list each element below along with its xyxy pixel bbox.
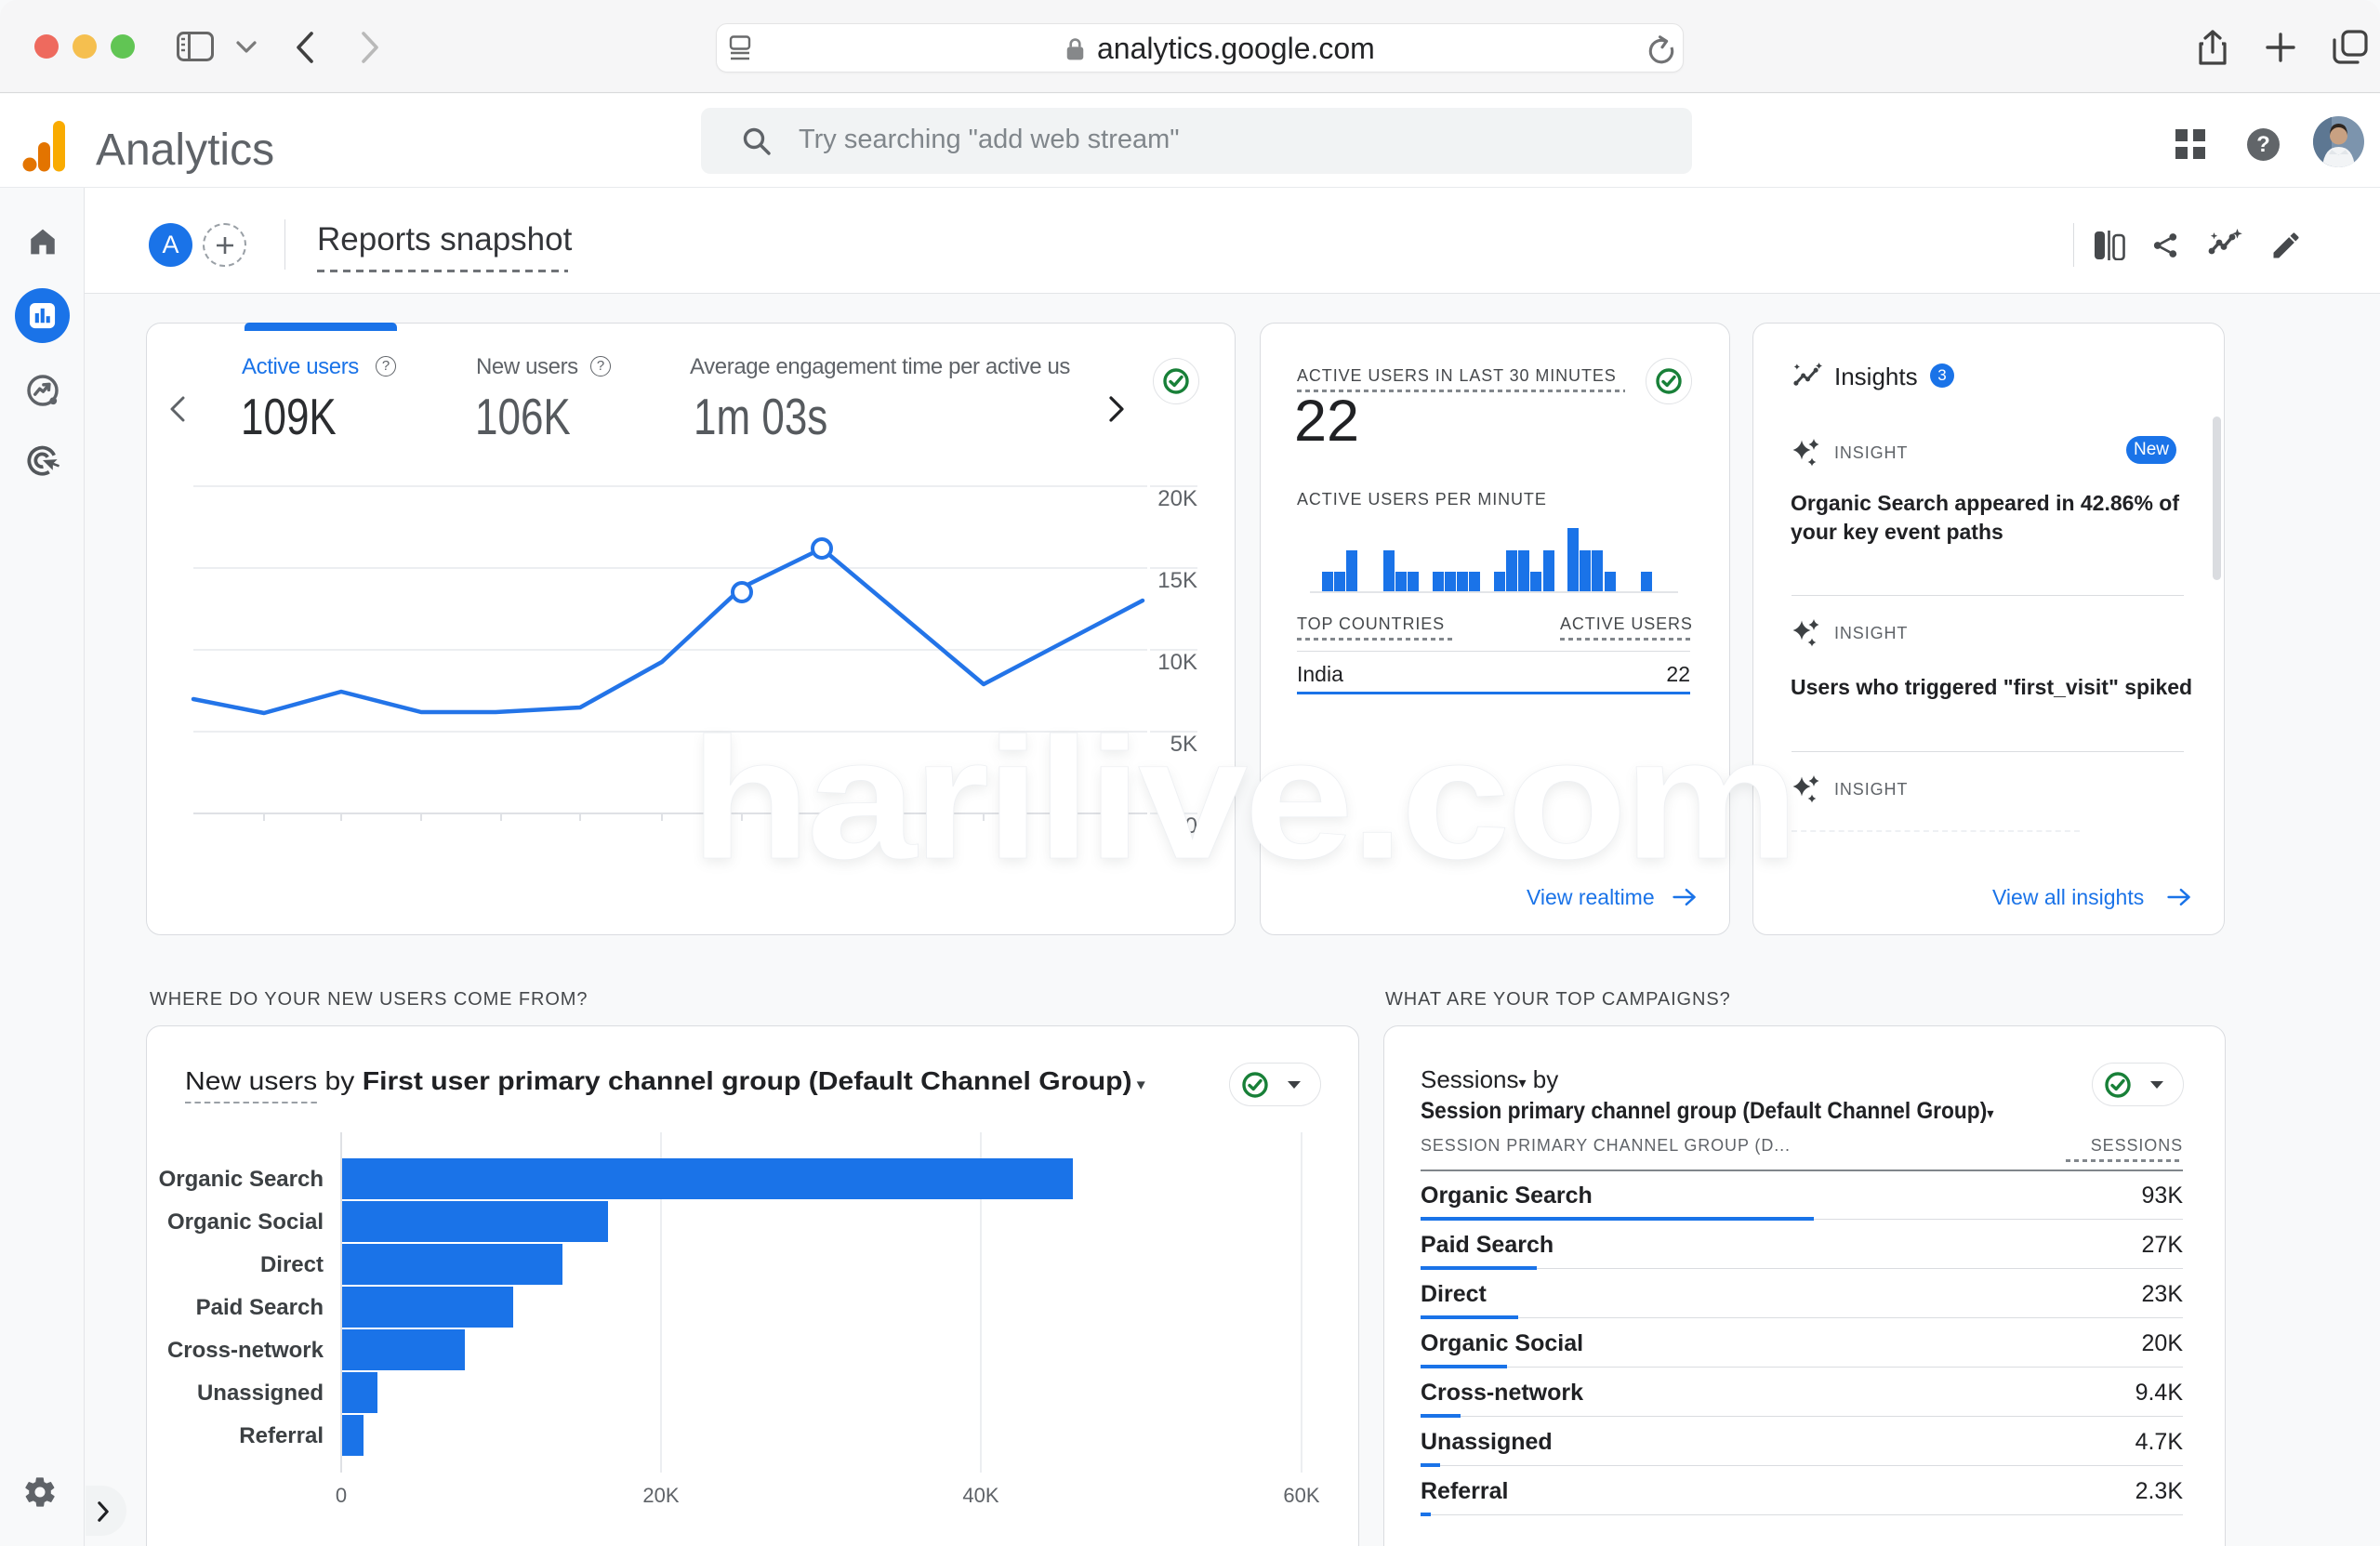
svg-text:40K: 40K — [962, 1484, 998, 1507]
svg-text:Referral: Referral — [239, 1423, 324, 1448]
svg-text:5K: 5K — [1170, 732, 1197, 757]
svg-text:Paid Search: Paid Search — [196, 1295, 324, 1320]
svg-text:Direct: Direct — [260, 1252, 324, 1277]
svg-text:0: 0 — [1185, 813, 1197, 839]
svg-text:Cross-network: Cross-network — [167, 1338, 324, 1363]
svg-text:Unassigned: Unassigned — [197, 1381, 324, 1406]
svg-text:15K: 15K — [1157, 568, 1197, 593]
svg-text:60K: 60K — [1283, 1484, 1319, 1507]
svg-text:Organic Search: Organic Search — [159, 1167, 324, 1192]
svg-text:20K: 20K — [1157, 486, 1197, 511]
svg-text:10K: 10K — [1157, 650, 1197, 675]
svg-text:Organic Social: Organic Social — [167, 1209, 324, 1235]
svg-text:0: 0 — [336, 1484, 347, 1507]
svg-text:20K: 20K — [642, 1484, 679, 1507]
